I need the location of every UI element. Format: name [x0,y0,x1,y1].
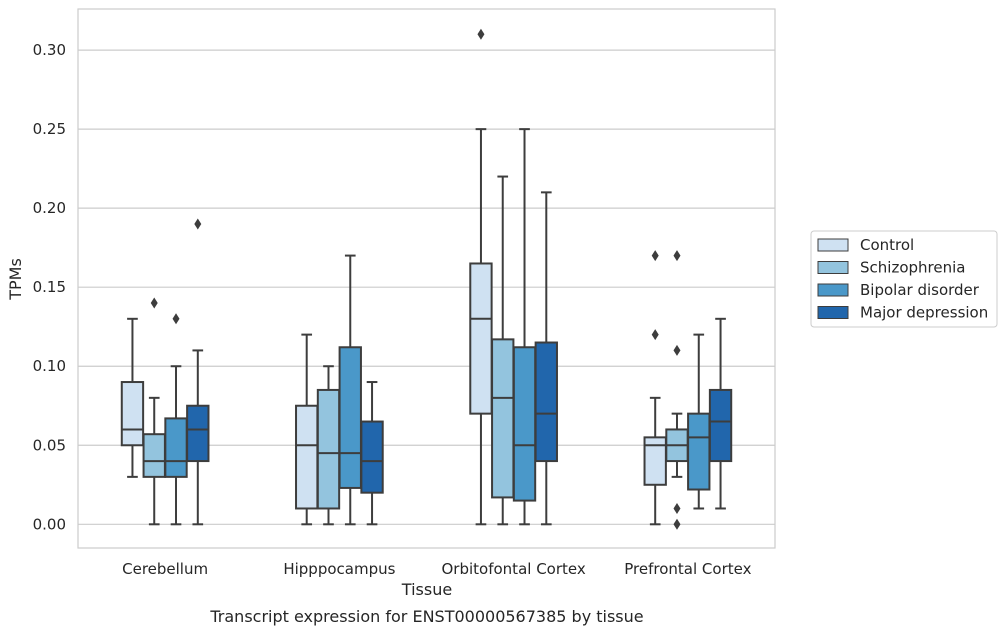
series-major-depression [186,191,733,526]
legend-swatch [817,283,849,297]
legend-item: Bipolar disorder [817,281,980,299]
iqr-box [295,404,319,510]
iqr-box [491,338,515,499]
legend-item: Major depression [817,304,988,322]
y-axis-label: TPMs [6,258,25,301]
legend-item: Control [817,236,914,254]
y-tick-label: 0.10 [33,357,66,375]
iqr-box [338,346,362,489]
legend-label: Schizophrenia [860,259,965,277]
outlier-point [673,502,681,514]
box-prefrontal-cortex [687,333,711,510]
box-hipppocampus [338,254,362,526]
y-tick-label: 0.15 [33,278,66,296]
box-hipppocampus [316,365,341,526]
box-hipppocampus [295,333,319,526]
iqr-box [186,404,210,463]
iqr-box [512,346,537,502]
outlier-point [651,329,659,341]
plot-area-frame [77,8,776,549]
iqr-box [534,341,558,463]
x-tick-label: Cerebellum [122,560,208,578]
legend-swatch [817,261,849,274]
iqr-box [164,417,188,478]
legend-frame [810,230,998,328]
series-bipolar-disorder [164,128,711,526]
outlier-point [194,218,202,230]
legend-label: Control [860,236,914,254]
x-tick-label: Prefrontal Cortex [624,560,751,578]
outlier-point [172,313,180,325]
iqr-box [469,262,493,415]
y-tick-label: 0.25 [33,120,66,138]
box-orbitofontal-cortex [491,175,515,526]
outlier-point [673,518,681,530]
outlier-point [673,250,681,262]
outlier-point [673,344,681,356]
iqr-box [142,433,166,478]
box-series [120,28,733,530]
iqr-box [708,388,733,463]
box-orbitofontal-cortex [534,191,558,526]
iqr-box [120,381,145,447]
box-orbitofontal-cortex [512,128,537,526]
legend-label: Major depression [860,304,988,322]
x-axis-label: Tissue [401,580,452,599]
chart-caption: Transcript expression for ENST0000056738… [209,607,643,626]
box-cerebellum [186,218,210,526]
box-cerebellum [120,317,145,478]
iqr-box [687,412,711,491]
legend-item: Schizophrenia [817,259,965,277]
series-control [120,28,667,526]
y-tick-label: 0.00 [33,515,66,533]
box-cerebellum [142,297,166,526]
legend-label: Bipolar disorder [860,281,980,299]
legend: Control Schizophrenia Bipolar disorder Majo… [810,230,998,328]
legend-swatch [817,238,849,252]
box-prefrontal-cortex [643,250,667,526]
box-prefrontal-cortex [665,250,689,530]
y-tick-label: 0.20 [33,199,66,217]
outlier-point [150,297,158,309]
box-cerebellum [164,313,188,526]
box-orbitofontal-cortex [469,28,493,526]
outlier-point [651,250,659,262]
legend-swatch [817,306,849,319]
x-tick-label: Orbitofontal Cortex [442,560,586,578]
iqr-box [316,388,341,510]
x-axis-ticks: Cerebellum Hipppocampus Orbitofontal Corte… [122,560,751,578]
series-schizophrenia [142,175,689,530]
x-tick-label: Hipppocampus [283,560,395,578]
outlier-point [477,28,485,40]
box-hipppocampus [360,381,384,526]
y-tick-label: 0.30 [33,41,66,59]
box-prefrontal-cortex [708,317,733,510]
y-axis-ticks: 0.00 0.05 0.10 0.15 0.20 0.25 0.30 [33,41,66,533]
iqr-box [360,420,384,494]
y-tick-label: 0.05 [33,436,66,454]
